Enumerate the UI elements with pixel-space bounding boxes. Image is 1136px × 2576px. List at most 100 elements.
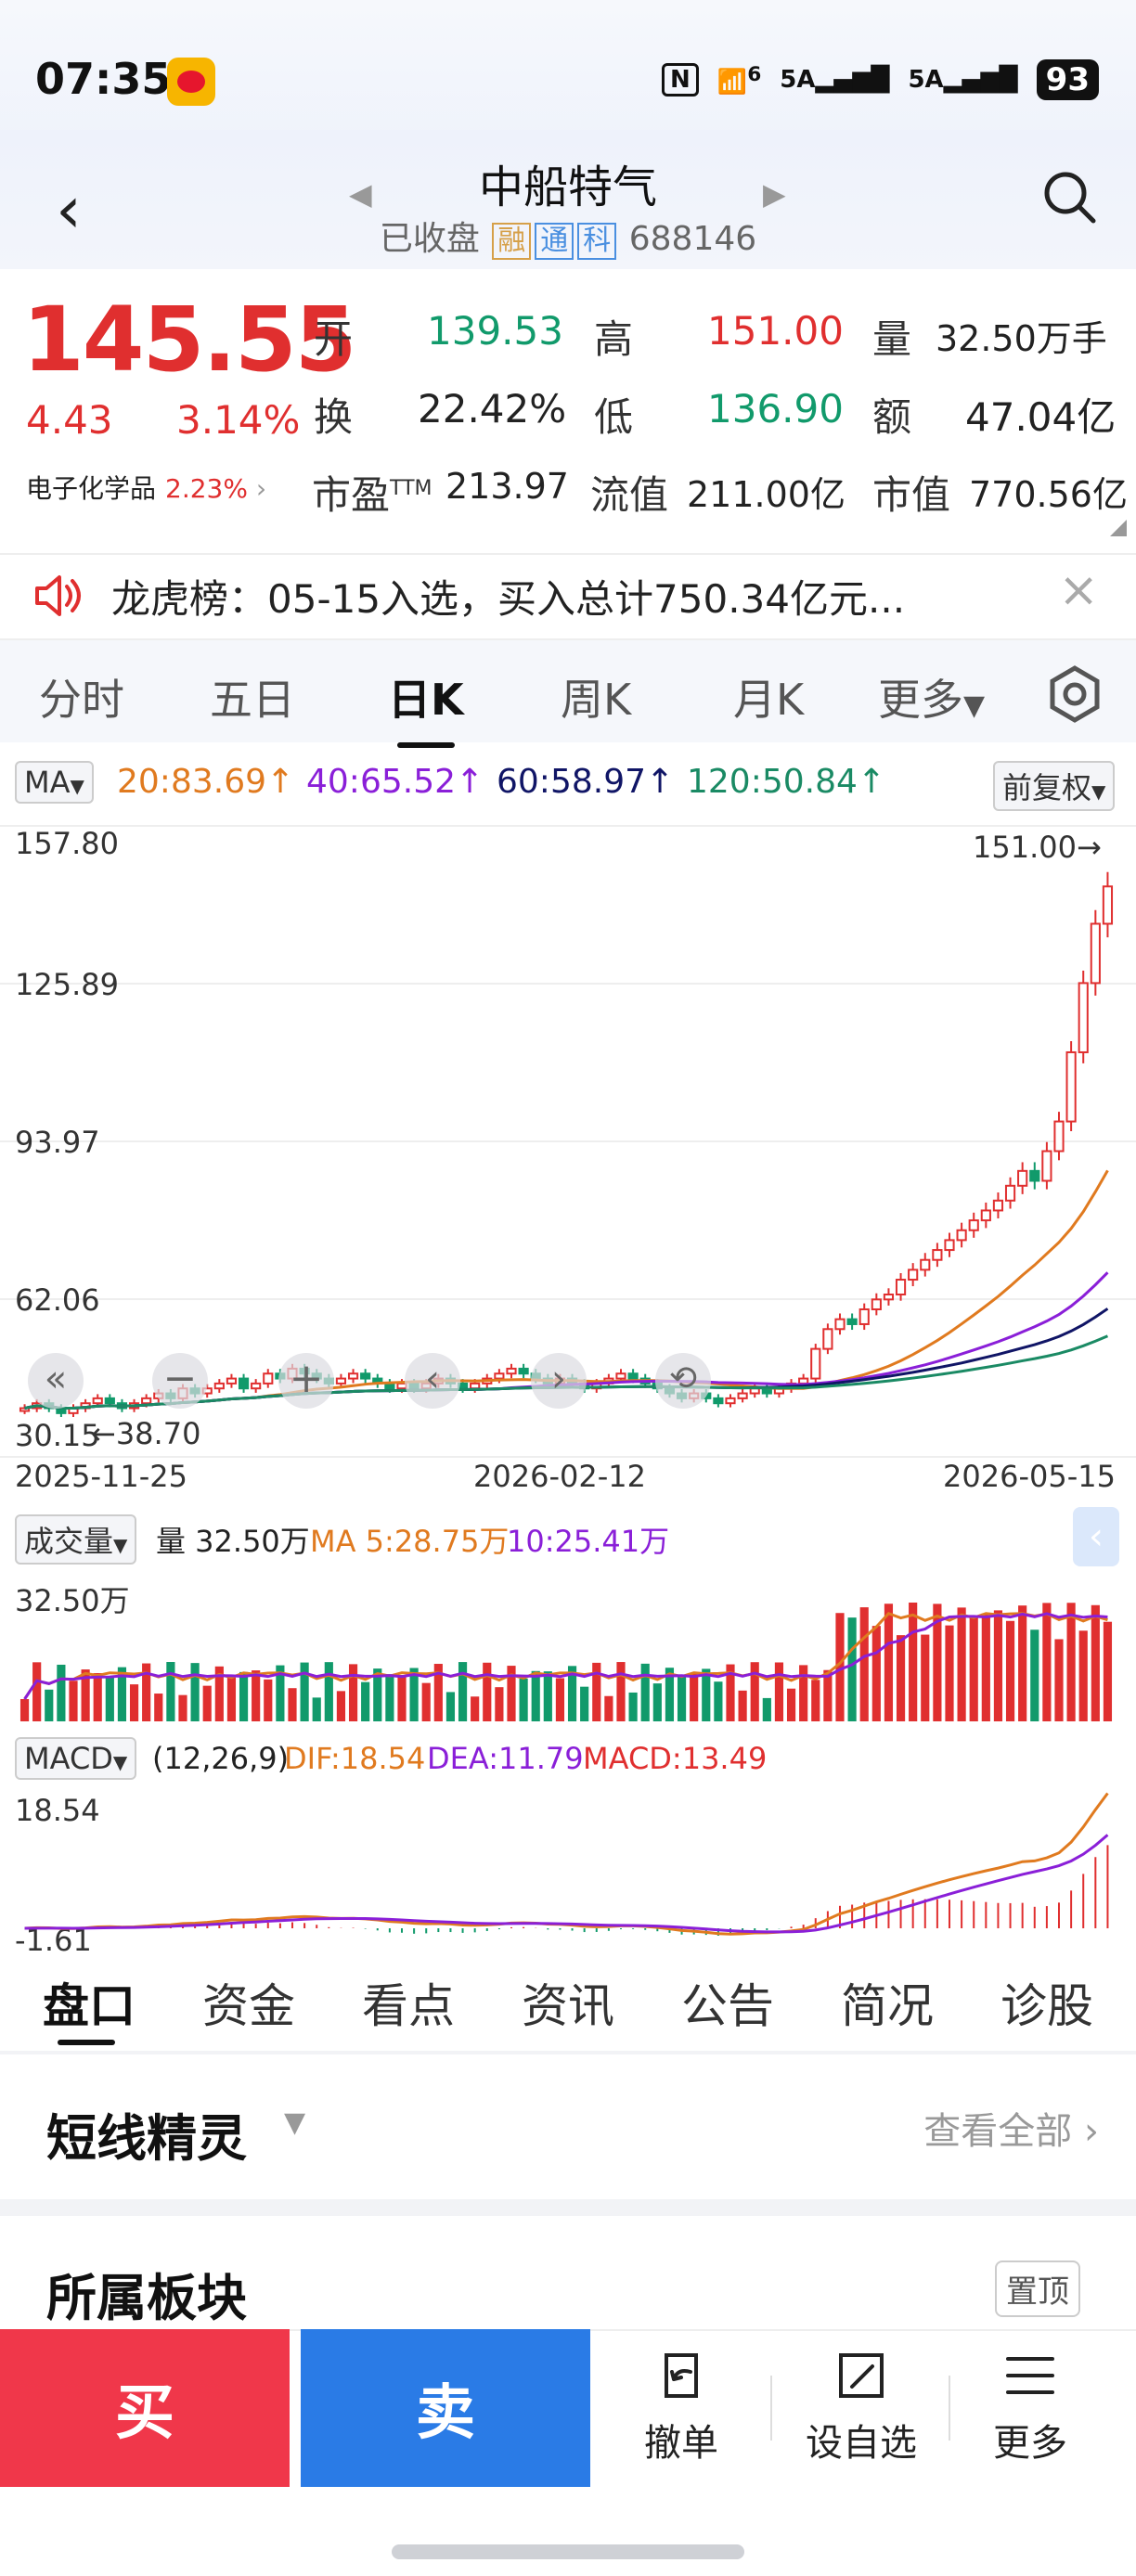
- y-tick-4: 62.06: [15, 1282, 100, 1318]
- sector-name: 电子化学品: [26, 473, 157, 504]
- detail-tabs: [0, 1958, 1136, 2051]
- step-left-icon[interactable]: ‹: [405, 1353, 460, 1409]
- x-tick-end: 2026-05-15: [943, 1459, 1116, 1494]
- candle: [627, 1372, 639, 1380]
- volume-label: 量: [872, 316, 912, 362]
- volume-bar: [896, 1635, 906, 1721]
- chevron-right-icon: ›: [255, 473, 267, 504]
- tab-five-day[interactable]: 五日: [210, 675, 295, 725]
- volume-bar: [239, 1671, 249, 1721]
- dropdown-icon[interactable]: ▼: [284, 2106, 306, 2139]
- tab-profile[interactable]: 简况: [841, 1979, 934, 2033]
- candle: [920, 1258, 931, 1271]
- ma120-value: 120:50.84↑: [687, 763, 886, 801]
- undo-doc-icon: [665, 2353, 698, 2398]
- reset-icon[interactable]: ⟲: [655, 1353, 711, 1409]
- candle: [1053, 1120, 1065, 1153]
- volume-bar: [57, 1664, 66, 1721]
- tab-more[interactable]: 更多▼: [878, 675, 986, 725]
- home-indicator[interactable]: [392, 2544, 744, 2559]
- volume-bar: [264, 1679, 273, 1721]
- volume-bar: [1103, 1621, 1113, 1721]
- next-stock-icon[interactable]: ▶: [763, 176, 786, 212]
- buy-button[interactable]: 买: [0, 2329, 290, 2487]
- tab-news[interactable]: 资讯: [522, 1979, 614, 2033]
- stock-subtitle: 已收盘 融通科 688146: [0, 212, 1136, 260]
- price-change-pct: 3.14%: [176, 397, 301, 443]
- edit-icon: [839, 2353, 884, 2398]
- more-button[interactable]: 更多: [947, 2338, 1114, 2467]
- tab-announcements[interactable]: 公告: [681, 1979, 774, 2033]
- volume-bar: [409, 1668, 419, 1721]
- prev-stock-icon[interactable]: ◀: [349, 176, 372, 212]
- tab-funds[interactable]: 资金: [202, 1979, 295, 2033]
- last-price: 145.55: [22, 288, 356, 392]
- view-all-link[interactable]: 查看全部 ›: [923, 2110, 1099, 2153]
- adjust-selector[interactable]: 前复权▼: [993, 761, 1116, 811]
- candle: [908, 1269, 919, 1282]
- ma-selector[interactable]: MA▼: [15, 761, 94, 804]
- sector-link[interactable]: 电子化学品 2.23% ›: [26, 469, 266, 506]
- volume-bar: [1005, 1620, 1015, 1721]
- quote-panel: [0, 278, 1136, 547]
- collapse-panel-icon[interactable]: ‹: [1073, 1507, 1119, 1566]
- close-icon[interactable]: ×: [1058, 562, 1099, 618]
- ma60-value: 60:58.97↑: [497, 763, 675, 801]
- volume-bar: [871, 1626, 881, 1721]
- volume-selector[interactable]: 成交量▼: [15, 1514, 137, 1565]
- candle: [932, 1249, 943, 1261]
- settings-icon[interactable]: [1045, 664, 1104, 724]
- volume-value: 32.50万手: [936, 318, 1107, 359]
- notice-bar[interactable]: 龙虎榜：05-15入选，买入总计750.34亿元... ×: [0, 553, 1136, 640]
- volume-ma5-line: [23, 1612, 1108, 1700]
- weibo-icon: [167, 58, 215, 106]
- low-marker: ←38.70: [91, 1416, 201, 1451]
- zoom-out-icon[interactable]: −: [152, 1353, 208, 1409]
- volume-bar: [981, 1613, 990, 1721]
- volume-bar: [324, 1662, 333, 1721]
- volume-bar: [750, 1662, 759, 1721]
- volume-bar: [1018, 1605, 1027, 1721]
- cancel-order-button[interactable]: 撤单: [598, 2338, 765, 2467]
- tab-daily-k[interactable]: 日K: [388, 666, 464, 748]
- volume-bar: [312, 1697, 321, 1721]
- tab-intraday[interactable]: 分时: [39, 675, 124, 725]
- candle: [1102, 885, 1114, 925]
- volume-bar: [129, 1684, 139, 1721]
- candle: [494, 1372, 505, 1380]
- tab-highlights[interactable]: 看点: [362, 1979, 455, 2033]
- y-tick-bottom: 30.15: [15, 1418, 100, 1453]
- add-watchlist-button[interactable]: 设自选: [778, 2338, 945, 2467]
- dif-line: [24, 1792, 1109, 1936]
- section-separator: [0, 2199, 1136, 2216]
- volume-y-top: 32.50万: [15, 1583, 130, 1618]
- scroll-left-icon[interactable]: «: [28, 1353, 84, 1409]
- sell-button[interactable]: 卖: [301, 2329, 590, 2487]
- nfc-icon: N: [662, 63, 699, 97]
- step-right-icon[interactable]: ›: [531, 1353, 587, 1409]
- ma20-value: 20:83.69↑: [117, 763, 295, 801]
- back-icon[interactable]: ‹: [56, 172, 82, 248]
- candle: [1004, 1184, 1016, 1202]
- search-icon[interactable]: [1041, 169, 1097, 225]
- volume-bar: [921, 1634, 930, 1721]
- tab-monthly-k[interactable]: 月K: [733, 675, 805, 725]
- expand-corner-icon[interactable]: [1110, 520, 1127, 536]
- tab-handicap[interactable]: 盘口: [43, 1979, 136, 2033]
- pin-button[interactable]: 置顶: [995, 2260, 1080, 2317]
- candle: [213, 1382, 225, 1390]
- volume-bar: [823, 1669, 833, 1721]
- volume-bar: [762, 1697, 771, 1721]
- volume-bar: [531, 1670, 540, 1721]
- price-change: 4.43: [26, 397, 113, 443]
- candle: [360, 1372, 371, 1380]
- open-value: 139.53: [427, 308, 563, 354]
- zoom-in-icon[interactable]: +: [278, 1353, 334, 1409]
- market-cap-value: 770.56亿: [969, 474, 1128, 515]
- tab-diagnosis[interactable]: 诊股: [1000, 1979, 1093, 2033]
- volume-bar: [19, 1699, 30, 1721]
- macd-selector[interactable]: MACD▼: [15, 1737, 137, 1780]
- tab-weekly-k[interactable]: 周K: [561, 675, 632, 725]
- volume-bar: [859, 1607, 869, 1721]
- candle: [871, 1298, 882, 1310]
